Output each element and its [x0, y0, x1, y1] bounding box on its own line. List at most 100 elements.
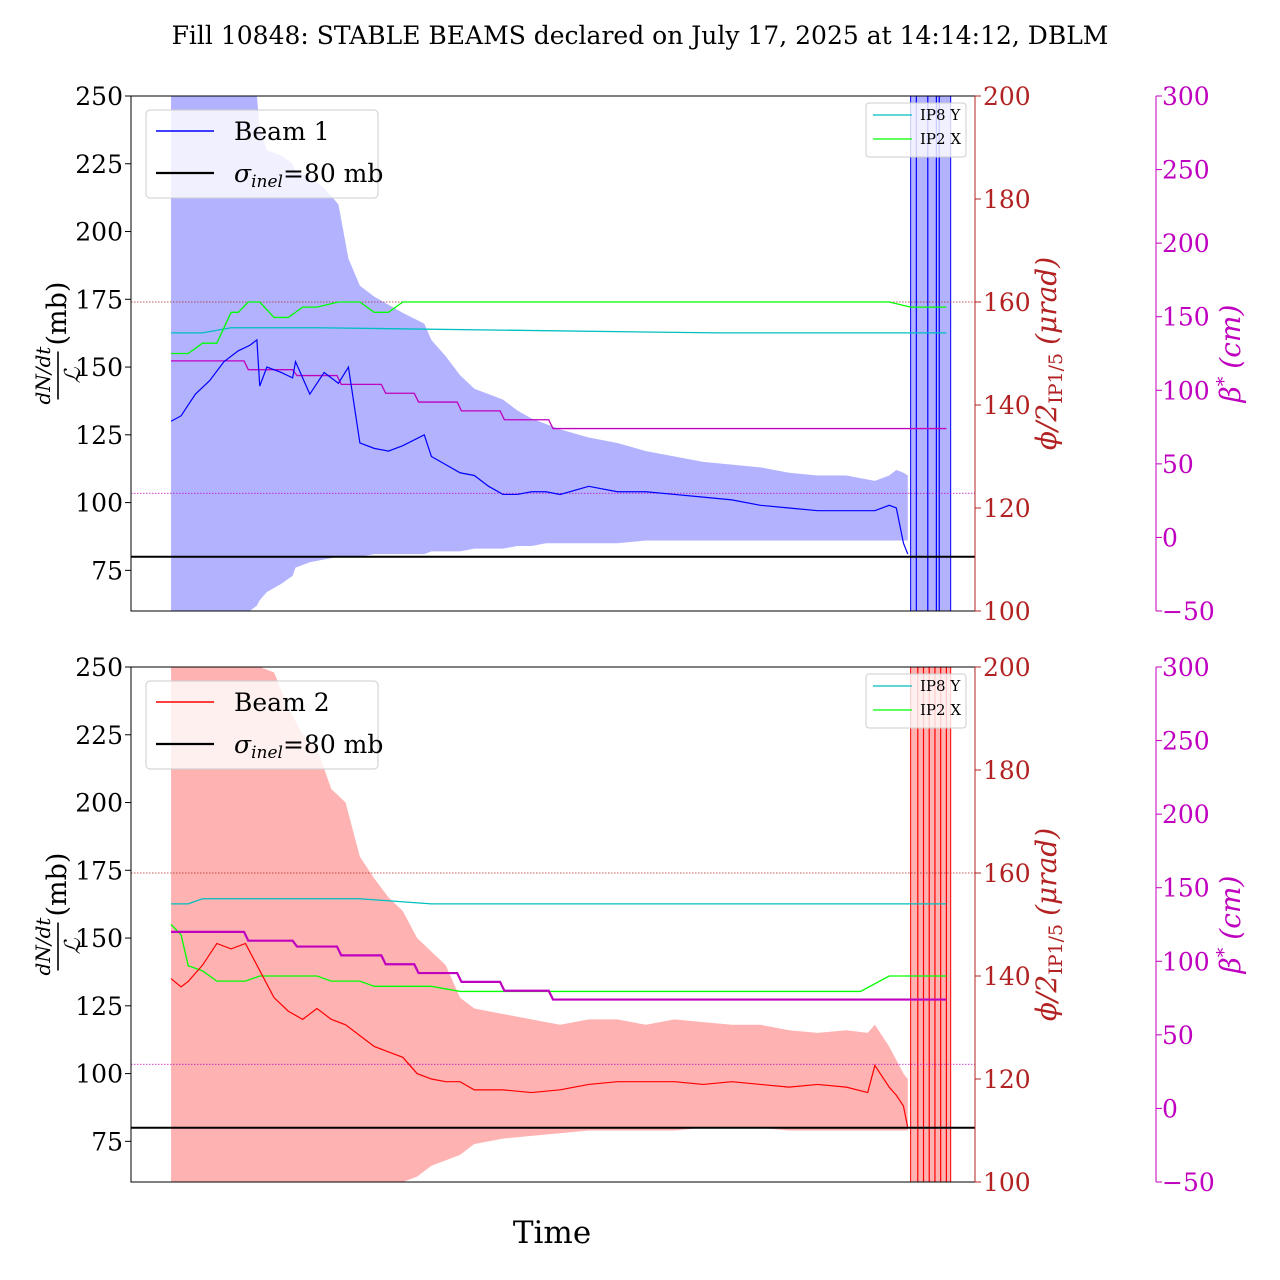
top-beta-tick-label-6: 250 [1162, 156, 1210, 185]
bottom-legend-main-box [145, 680, 379, 770]
top-beta-label-main: β [1214, 386, 1247, 403]
bottom-ip2x-series [170, 924, 947, 993]
bottom-beta-label-main: β [1214, 957, 1247, 974]
bottom-legend-sigma-label: σinel=80 mb [234, 730, 383, 763]
bottom-legend-small: IP8 Y IP2 X [865, 673, 967, 729]
bottom-phi-tick-label-1: 120 [983, 1065, 1031, 1094]
top-legend-main: Beam 1 σinel=80 mb [145, 109, 383, 199]
bottom-phi-label-unit: (μrad) [1030, 828, 1063, 916]
top-beam-band [171, 96, 908, 611]
bottom-beam-band [171, 667, 908, 1182]
top-beta-axis-label: β* (cm) [1213, 305, 1247, 404]
top-y-axis-label: dN/dt ℒ (mb) [31, 282, 86, 405]
bottom-legend-main: Beam 2 σinel=80 mb [145, 680, 383, 770]
bottom-beta-tick-label-4: 150 [1162, 874, 1210, 903]
top-y-tick-label-5: 200 [75, 218, 123, 247]
top-legend-sigma-rest: =80 mb [283, 159, 383, 188]
x-axis-label: Time [513, 1215, 591, 1251]
top-phi-tick-label-3: 160 [983, 288, 1031, 317]
bottom-beta-tick-label-1: 0 [1162, 1094, 1178, 1123]
bottom-legend-small-box [865, 673, 967, 729]
top-y-label-numerator: dN/dt [31, 346, 55, 405]
top-beta-tick-label-0: −50 [1162, 597, 1215, 626]
top-beta-tick-label-5: 200 [1162, 229, 1210, 258]
top-y-label-unit: (mb) [42, 282, 73, 346]
top-beta-tick-label-4: 150 [1162, 303, 1210, 332]
top-y-tick-label-3: 150 [75, 353, 123, 382]
top-legend-main-box [145, 109, 379, 199]
bottom-y-tick-label-7: 250 [75, 653, 123, 682]
bottom-legend-ip2x-label: IP2 X [920, 701, 961, 719]
figure-title: Fill 10848: STABLE BEAMS declared on Jul… [172, 21, 1109, 50]
bottom-beta-axis-label: β* (cm) [1213, 876, 1247, 975]
bottom-end-band [910, 667, 951, 1182]
bottom-plot-area [131, 667, 975, 1182]
bottom-phi-tick-label-2: 140 [983, 962, 1031, 991]
bottom-phi-label-main: ϕ/2 [1030, 975, 1063, 1021]
top-legend-ip8y-label: IP8 Y [920, 106, 961, 124]
top-beta-tick-label-7: 300 [1162, 82, 1210, 111]
bottom-beta-tick-label-6: 250 [1162, 727, 1210, 756]
top-y-tick-label-4: 175 [75, 285, 123, 314]
bottom-y-tick-label-5: 200 [75, 789, 123, 818]
bottom-y-tick-label-6: 225 [75, 721, 123, 750]
top-legend-sigma-symbol: σ [234, 159, 252, 188]
bottom-beta-tick-label-7: 300 [1162, 653, 1210, 682]
bottom-beta-label-sup: * [1213, 947, 1235, 957]
top-y-tick-label-1: 100 [75, 489, 123, 518]
bottom-phi-tick-label-3: 160 [983, 859, 1031, 888]
top-beta-tick-label-2: 50 [1162, 450, 1194, 479]
top-beta-label-sup: * [1213, 376, 1235, 386]
top-phi-tick-label-4: 180 [983, 185, 1031, 214]
top-beta-label-unit: (cm) [1214, 305, 1247, 369]
bottom-y-tick-label-4: 175 [75, 856, 123, 885]
bottom-beam-series [170, 942, 909, 1128]
bottom-beta-tick-label-0: −50 [1162, 1168, 1215, 1197]
top-beta-tick-label-3: 100 [1162, 376, 1210, 405]
bottom-y-label-denominator: ℒ [61, 937, 86, 954]
bottom-beta-tick-label-5: 200 [1162, 800, 1210, 829]
bottom-beta-label-unit: (cm) [1214, 876, 1247, 940]
top-beam-series [170, 338, 909, 555]
top-ip8y-series [171, 327, 947, 334]
top-ip2x-series [171, 301, 947, 355]
top-legend-ip2x-label: IP2 X [920, 130, 961, 148]
top-y-tick-label-2: 125 [75, 421, 123, 450]
top-phi-axis-label: ϕ/2IP1/5 (μrad) [1030, 257, 1067, 450]
bottom-legend-sigma-symbol: σ [234, 730, 252, 759]
top-legend-sigma-sub: inel [251, 172, 283, 192]
top-legend-small-box [865, 102, 967, 158]
bottom-phi-tick-label-5: 200 [983, 653, 1031, 682]
bottom-beta-series [171, 930, 947, 1001]
bottom-ip8y-series [171, 898, 947, 905]
top-phi-tick-label-1: 120 [983, 494, 1031, 523]
top-phi-tick-label-0: 100 [983, 597, 1031, 626]
top-legend-sigma-label: σinel=80 mb [234, 159, 383, 192]
top-legend-beam-label: Beam 1 [234, 117, 330, 146]
panel-beam1: 75 100 125 150 175 200 225 250 100 120 140 160 180 20… [31, 82, 1247, 626]
bottom-legend-sigma-rest: =80 mb [283, 730, 383, 759]
bottom-legend-ip8y-label: IP8 Y [920, 677, 961, 695]
top-phi-tick-label-5: 200 [983, 82, 1031, 111]
bottom-y-tick-label-1: 100 [75, 1060, 123, 1089]
bottom-phi-tick-label-0: 100 [983, 1168, 1031, 1197]
bottom-legend-sigma-sub: inel [251, 743, 283, 763]
top-y-label-denominator: ℒ [61, 366, 86, 383]
top-end-band [910, 96, 951, 611]
top-legend-small: IP8 Y IP2 X [865, 102, 967, 158]
bottom-y-tick-label-2: 125 [75, 992, 123, 1021]
bottom-phi-axis-label: ϕ/2IP1/5 (μrad) [1030, 828, 1067, 1021]
bottom-beta-tick-label-2: 50 [1162, 1021, 1194, 1050]
top-plot-area [131, 96, 975, 611]
top-phi-label-sub: IP1/5 [1045, 353, 1067, 404]
top-y-tick-label-7: 250 [75, 82, 123, 111]
bottom-phi-label-sub: IP1/5 [1045, 924, 1067, 975]
bottom-y-label-numerator: dN/dt [31, 917, 55, 976]
top-phi-tick-label-2: 140 [983, 391, 1031, 420]
bottom-y-tick-label-3: 150 [75, 924, 123, 953]
top-phi-label-unit: (μrad) [1030, 257, 1063, 345]
top-y-tick-label-6: 225 [75, 150, 123, 179]
bottom-y-tick-label-0: 75 [91, 1127, 123, 1156]
bottom-legend-beam-label: Beam 2 [234, 688, 330, 717]
